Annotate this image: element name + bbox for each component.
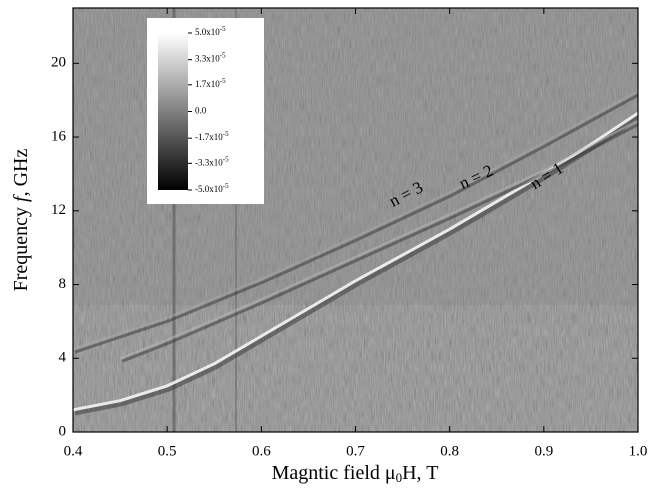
x-tick-label: 0.9 [534,443,553,459]
y-tick-label: 8 [59,276,67,292]
mode-shadow [121,122,638,363]
x-tick-label: 0.6 [252,443,271,459]
x-axis-label-part: Magntic field μ [272,462,396,484]
mode-curve [73,90,638,350]
x-axis-label: Magntic field μ0H, T [272,462,439,485]
x-tick-label: 0.5 [158,443,177,459]
colorbar-tick-label-base: -1.7x10 [195,132,223,142]
mode-shadow [74,93,638,354]
y-tick-label: 4 [59,350,67,366]
noise-texture [73,305,638,432]
x-axis-label-sub: 0 [396,470,403,485]
colorbar-tick-label-exponent: -5 [220,51,226,59]
colorbar-tick-label-base: 0.0 [195,106,207,116]
colorbar-tick-label: 3.3x10-5 [195,51,226,63]
colorbar-tick-label-base: 5.0x10 [195,27,220,37]
colorbar-tick-label: 1.7x10-5 [195,76,226,88]
colorbar-tick-label-base: -5.0x10 [195,184,223,194]
y-tick-label: 0 [59,423,67,439]
colorbar-gradient [158,33,188,190]
colorbar-tick-label-exponent: -5 [223,130,229,138]
y-axis-label-part: , GHz [10,149,32,197]
y-axis-label: Frequency f, GHz [10,149,32,292]
curves [73,90,638,416]
colorbar-tick-label-exponent: -5 [220,25,226,33]
colorbar-tick-label-base: 1.7x10 [195,79,220,89]
y-tick-label: 20 [51,55,66,71]
mode-shadow [74,114,638,416]
x-tick-label: 0.8 [440,443,459,459]
colorbar-tick-label: -5.0x10-5 [195,182,229,194]
y-axis-label-part: Frequency [10,202,32,291]
y-tick-label: 12 [51,202,66,218]
colorbar-tick-label: 0.0 [195,106,207,116]
x-axis-label-part: H, T [402,462,438,484]
colorbar-tick-label-base: -3.3x10 [195,157,223,167]
x-tick-label: 0.7 [346,443,365,459]
y-tick-label: 16 [51,128,67,144]
colorbar-tick-label-exponent: -5 [220,76,226,84]
colorbar-tick-label: 5.0x10-5 [195,25,226,37]
colorbar-tick-label-exponent: -5 [223,155,229,163]
y-axis-label-part: f [10,194,32,202]
colorbar-tick-label: -3.3x10-5 [195,155,229,167]
x-tick-label: 1.0 [629,443,648,459]
colorbar-tick-label: -1.7x10-5 [195,130,229,142]
colorbar-tick-label-base: 3.3x10 [195,54,220,64]
mode-curve [119,119,638,360]
colorbar: 5.0x10-53.3x10-51.7x10-50.0-1.7x10-5-3.3… [147,18,264,204]
colorbar-tick-label-exponent: -5 [223,182,229,190]
x-tick-label: 0.4 [64,443,83,459]
